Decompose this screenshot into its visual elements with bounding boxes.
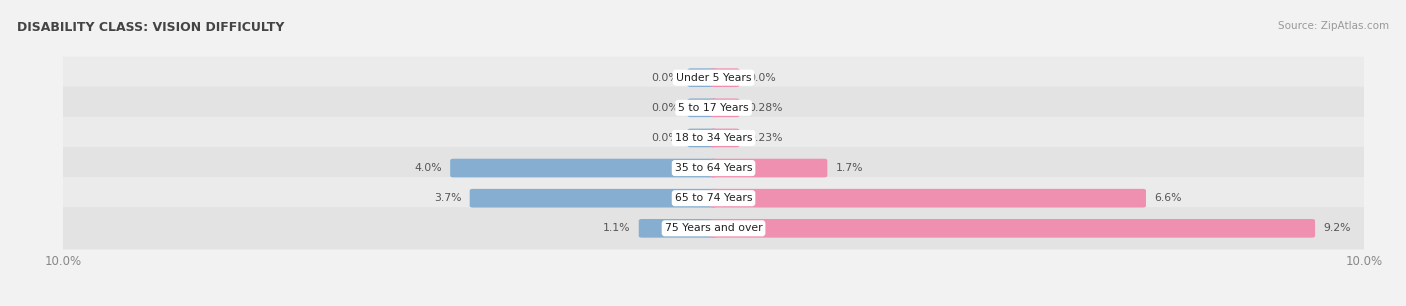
Text: 3.7%: 3.7% <box>433 193 461 203</box>
Text: 9.2%: 9.2% <box>1323 223 1351 233</box>
FancyBboxPatch shape <box>470 189 717 207</box>
Text: 0.0%: 0.0% <box>651 73 679 83</box>
Text: 1.7%: 1.7% <box>835 163 863 173</box>
Text: 5 to 17 Years: 5 to 17 Years <box>678 103 749 113</box>
FancyBboxPatch shape <box>688 68 717 87</box>
FancyBboxPatch shape <box>710 129 740 147</box>
Text: 4.0%: 4.0% <box>415 163 441 173</box>
Text: DISABILITY CLASS: VISION DIFFICULTY: DISABILITY CLASS: VISION DIFFICULTY <box>17 21 284 34</box>
Text: 0.28%: 0.28% <box>748 103 783 113</box>
FancyBboxPatch shape <box>638 219 717 238</box>
Text: 1.1%: 1.1% <box>603 223 630 233</box>
FancyBboxPatch shape <box>53 147 1374 189</box>
FancyBboxPatch shape <box>688 129 717 147</box>
FancyBboxPatch shape <box>53 57 1374 99</box>
Text: 0.0%: 0.0% <box>651 133 679 143</box>
FancyBboxPatch shape <box>53 117 1374 159</box>
Text: 0.0%: 0.0% <box>748 73 776 83</box>
FancyBboxPatch shape <box>710 159 827 177</box>
Text: Under 5 Years: Under 5 Years <box>676 73 751 83</box>
FancyBboxPatch shape <box>450 159 717 177</box>
Text: 65 to 74 Years: 65 to 74 Years <box>675 193 752 203</box>
FancyBboxPatch shape <box>710 189 1146 207</box>
FancyBboxPatch shape <box>710 219 1315 238</box>
FancyBboxPatch shape <box>53 87 1374 129</box>
Text: 6.6%: 6.6% <box>1154 193 1182 203</box>
Text: 35 to 64 Years: 35 to 64 Years <box>675 163 752 173</box>
FancyBboxPatch shape <box>53 177 1374 219</box>
FancyBboxPatch shape <box>688 99 717 117</box>
Text: 0.23%: 0.23% <box>748 133 783 143</box>
Text: 0.0%: 0.0% <box>651 103 679 113</box>
FancyBboxPatch shape <box>710 99 740 117</box>
Text: 75 Years and over: 75 Years and over <box>665 223 762 233</box>
FancyBboxPatch shape <box>710 68 740 87</box>
FancyBboxPatch shape <box>53 207 1374 249</box>
Text: Source: ZipAtlas.com: Source: ZipAtlas.com <box>1278 21 1389 32</box>
Text: 18 to 34 Years: 18 to 34 Years <box>675 133 752 143</box>
